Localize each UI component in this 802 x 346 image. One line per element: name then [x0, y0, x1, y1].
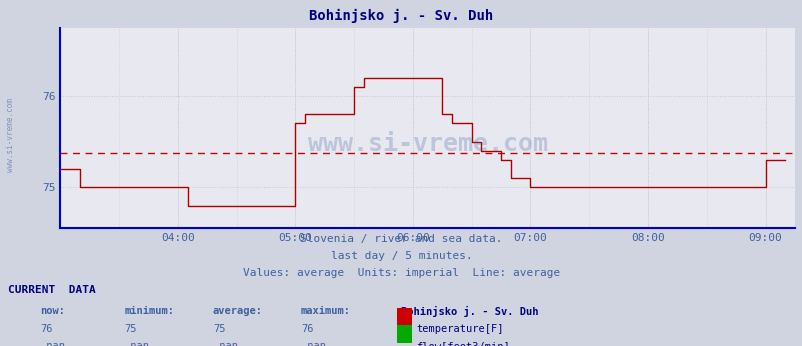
Text: maximum:: maximum:	[301, 306, 350, 316]
Text: -nan: -nan	[40, 341, 65, 346]
Text: average:: average:	[213, 306, 262, 316]
Text: 75: 75	[213, 324, 225, 334]
Text: 76: 76	[40, 324, 53, 334]
Text: 75: 75	[124, 324, 137, 334]
Text: -nan: -nan	[213, 341, 237, 346]
Text: -nan: -nan	[301, 341, 326, 346]
Text: now:: now:	[40, 306, 65, 316]
Text: www.si-vreme.com: www.si-vreme.com	[307, 132, 547, 156]
Text: Bohinjsko j. - Sv. Duh: Bohinjsko j. - Sv. Duh	[309, 9, 493, 23]
Text: temperature[F]: temperature[F]	[415, 324, 503, 334]
Text: minimum:: minimum:	[124, 306, 174, 316]
Text: CURRENT  DATA: CURRENT DATA	[8, 285, 95, 295]
Text: Slovenia / river and sea data.: Slovenia / river and sea data.	[300, 234, 502, 244]
Text: -nan: -nan	[124, 341, 149, 346]
Text: Values: average  Units: imperial  Line: average: Values: average Units: imperial Line: av…	[242, 268, 560, 278]
Text: www.si-vreme.com: www.si-vreme.com	[6, 98, 15, 172]
Text: last day / 5 minutes.: last day / 5 minutes.	[330, 251, 472, 261]
Text: 76: 76	[301, 324, 314, 334]
Text: flow[foot3/min]: flow[foot3/min]	[415, 341, 509, 346]
Text: Bohinjsko j. - Sv. Duh: Bohinjsko j. - Sv. Duh	[401, 306, 538, 317]
